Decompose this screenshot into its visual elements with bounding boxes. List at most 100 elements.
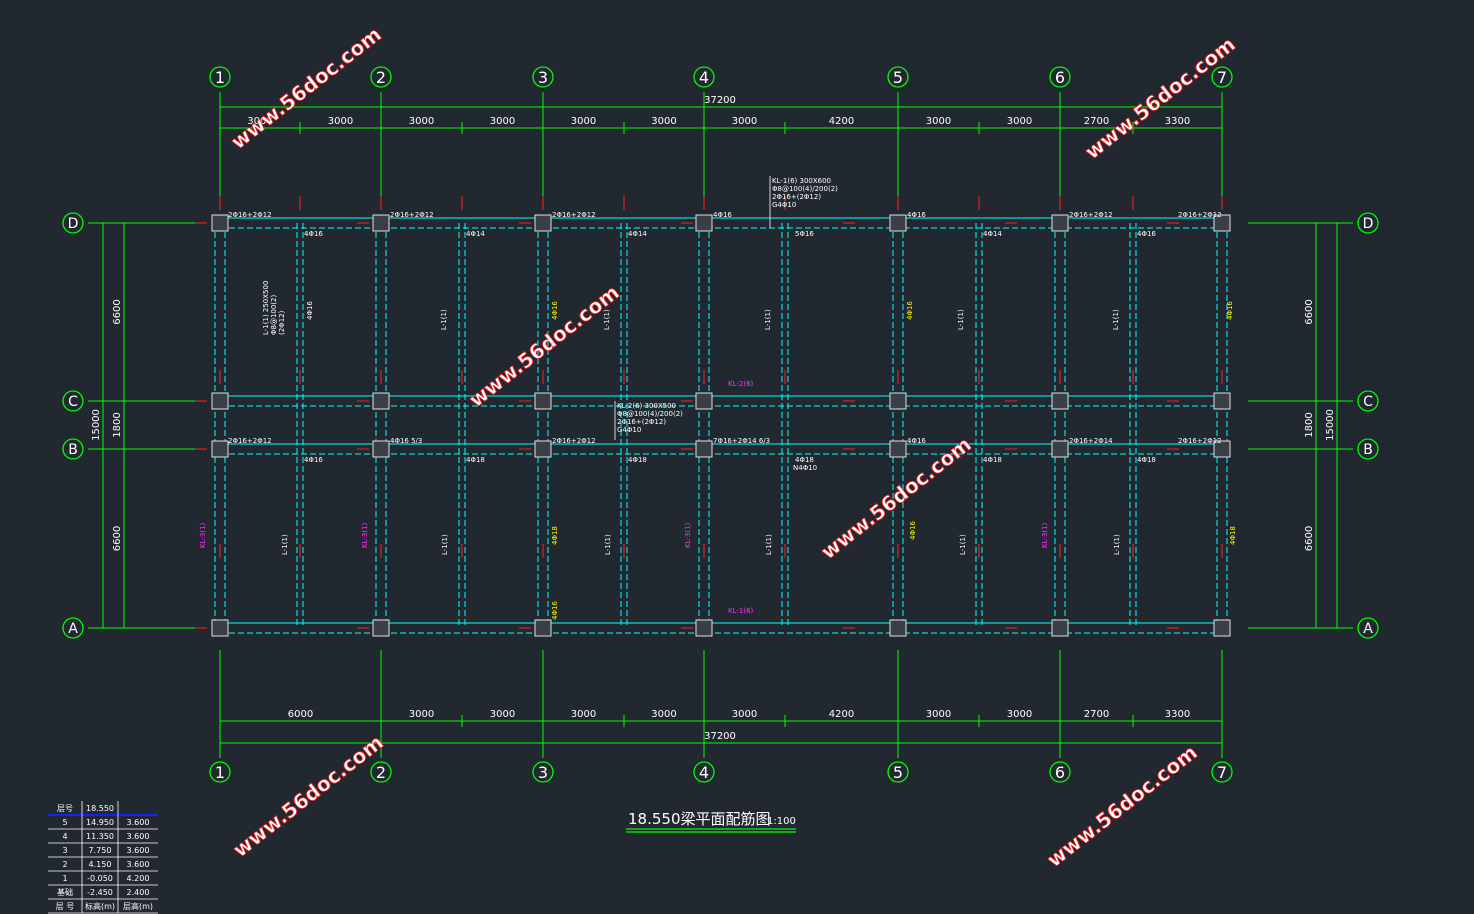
d-row-top-note: 2Φ16+2Φ12 [1069,211,1113,219]
axis-bubble-row [62,212,84,234]
axis-bubble-col [209,66,231,88]
d-row-bottom-note: 4Φ14 [466,230,485,238]
column [695,214,713,232]
axis-bubble-col [532,761,554,783]
d-row-bottom-note: 4Φ14 [628,230,647,238]
d-row-bottom-note: 4Φ16 [1137,230,1156,238]
axis-bubble-label: D [68,216,79,232]
axis-bubble-col [1211,761,1233,783]
table-cell: 层 号 [56,902,75,911]
axis-bubble-label: 7 [1217,763,1227,782]
table-cell: 4.200 [127,874,150,883]
table-cell: 5 [62,818,67,827]
column [695,392,713,410]
beam-note-top: Φ8@100(4)/200(2) [772,185,838,193]
beam-note-top: KL-1(6) 300X600 [772,177,831,185]
dim-label: 3000 [571,116,596,127]
beam-note-mid: Φ8@100(4)/200(2) [617,410,683,418]
l-label-upper: L-1(1) [1112,309,1120,330]
axis-bubble-label: C [68,394,78,410]
axis-bubble-label: 7 [1217,68,1227,87]
kl-c-label: KL-2(6) [728,380,754,388]
axis-bubble-label: 2 [376,763,386,782]
dim-label: 4200 [829,116,854,127]
axis-bubble-label: D [1363,216,1374,232]
l-label-lower: L-1(1) [1113,534,1121,555]
d-row-bottom-note: 4Φ14 [983,230,1002,238]
level-table: 层号 18.550 5 14.950 3.600 4 11.350 3.600 3 7.750 3.… [48,801,158,914]
dim-label: 3000 [490,116,515,127]
d-row-bottom-note: 5Φ16 [795,230,814,238]
table-cell: 3.600 [127,818,150,827]
vertical-rebar-note-lower: 4Φ18 [1229,526,1237,545]
b-row-bottom-note: 4Φ16 [304,456,323,464]
column [1051,392,1069,410]
axis-bubble-label: 1 [215,68,225,87]
axis-bubble-label: B [68,442,78,458]
table-cell: 1 [62,874,67,883]
d-row-top-note: 2Φ16+2Φ12 [1178,211,1222,219]
table-cell: 2 [62,860,67,869]
vertical-rebar-note-lower: 4Φ16 [551,601,559,620]
vertical-rebar-note: 4Φ16 [909,521,917,540]
n-label: N4Φ10 [793,464,817,472]
dim-side-total: 15000 [1325,409,1336,441]
dim-label: 6000 [288,709,313,720]
axis-bubble-col [370,761,392,783]
table-cell: 3.600 [127,846,150,855]
d-row-top-note: 2Φ16+2Φ12 [390,211,434,219]
beam-note-mid: G4Φ10 [617,426,641,434]
column [372,619,390,637]
dim-label: 3000 [571,709,596,720]
axis-bubble-label: 4 [699,763,709,782]
b-row-top-note: 2Φ16+2Φ14 [1069,437,1113,445]
kl-lower-label: KL-3(1) [361,522,369,548]
l-label-lower: L-1(1) [765,534,773,555]
axis-bubble-col [887,761,909,783]
rebar-annotations: KL-1(6) 300X600Φ8@100(4)/200(2)2Φ16+(2Φ1… [199,176,1237,620]
table-cell: 3.600 [127,860,150,869]
table-cell: 7.750 [89,846,112,855]
table-cell: -0.050 [87,874,113,883]
axis-bubble-row [1357,212,1379,234]
dim-side-label: 6600 [112,299,123,324]
vertical-rebar-note: 4Φ16 [906,301,914,320]
drawing-title: 18.550梁平面配筋图 [628,810,771,828]
column [889,214,907,232]
d-row-top-note: 4Φ16 [713,211,732,219]
column [889,392,907,410]
axis-bubble-label: A [1363,621,1373,637]
dim-label: 3000 [1007,709,1032,720]
axis-bubble-label: 4 [699,68,709,87]
b-row-bottom-note: 4Φ18 [466,456,485,464]
column [211,619,229,637]
beam-note-left: Φ8@100(2) [270,294,278,335]
table-cell: -2.450 [87,888,113,897]
beam-note-left: L-1(1) 250X500 [262,281,270,335]
l-label-upper: L-1(1) [764,309,772,330]
column [889,619,907,637]
table-cell: 基础 [57,887,73,897]
vertical-rebar-note: 4Φ16 [551,301,559,320]
column [372,392,390,410]
axis-bubble-row [1357,617,1379,639]
d-row-top-note: 2Φ16+2Φ12 [228,211,272,219]
l-label-upper: L-1(1) [440,309,448,330]
beam-note-mid: KL-2(6) 300X500 [617,402,676,410]
column [1051,214,1069,232]
dim-label: 3000 [926,709,951,720]
kl-a-label: KL-1(6) [728,607,754,615]
b-row-bottom-note: 4Φ18 [628,456,647,464]
axis-bubble-label: 2 [376,68,386,87]
table-cell: 2.400 [127,888,150,897]
b-row-bottom-note: 4Φ18 [1137,456,1156,464]
l-label-lower: L-1(1) [959,534,967,555]
axis-bubble-col [532,66,554,88]
l-label-upper: L-1(1) [957,309,965,330]
d-row-bottom-note: 4Φ16 [304,230,323,238]
dim-side-label: 6600 [1304,526,1315,551]
axis-bubble-label: 3 [538,68,548,87]
beam-note-top: 2Φ16+(2Φ12) [772,193,821,201]
beam-note-mid: 2Φ16+(2Φ12) [617,418,666,426]
